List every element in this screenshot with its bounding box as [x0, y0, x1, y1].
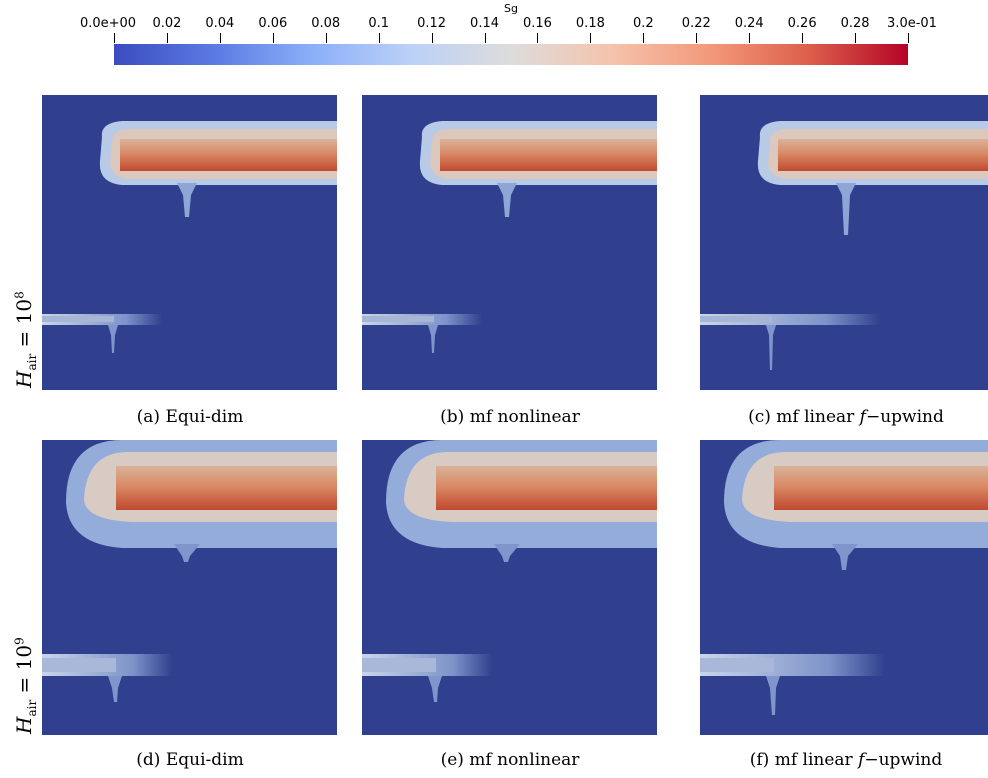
- colorbar-tick-mark: [643, 33, 645, 43]
- panel-a: [42, 95, 337, 390]
- colorbar-tick-label: 0.16: [522, 16, 552, 31]
- lower-plume-core: [362, 658, 436, 672]
- colorbar-tick-label: 0.2: [632, 16, 654, 31]
- lower-plume-core: [42, 658, 116, 672]
- plume-core: [440, 139, 657, 171]
- lower-finger: [766, 325, 776, 370]
- colorbar-tick-label: 0.28: [840, 16, 870, 31]
- plume-core: [120, 139, 337, 171]
- colorbar-tick-mark: [537, 33, 539, 43]
- fracture-finger: [832, 544, 858, 570]
- colorbar-tick-label: 0.08: [311, 16, 341, 31]
- lower-finger: [108, 325, 118, 353]
- colorbar-tick-mark: [696, 33, 698, 43]
- lower-plume-core: [700, 316, 772, 322]
- colorbar-tick-label: 0.1: [368, 16, 389, 31]
- row-label-top: Hair = 108: [12, 291, 39, 388]
- panel-d: [42, 440, 337, 735]
- colorbar-tick-mark: [855, 33, 857, 43]
- plume-core: [778, 139, 988, 171]
- colorbar-tick-mark: [431, 33, 433, 43]
- colorbar-tick-mark: [114, 33, 115, 43]
- caption-f: (f) mf linear f−upwind: [749, 750, 943, 770]
- lower-plume-core: [700, 658, 774, 672]
- colorbar-tick-label: 0.26: [787, 16, 817, 31]
- colorbar-tick-label: 0.24: [734, 16, 764, 31]
- colorbar-tick-mark: [325, 33, 327, 43]
- colorbar-tick-label: 0.06: [258, 16, 288, 31]
- fracture-finger: [836, 183, 856, 235]
- plume-core: [436, 466, 657, 510]
- colorbar-tick-mark: [219, 33, 221, 43]
- colorbar-tick-label: 0.12: [417, 16, 447, 31]
- fracture-finger: [177, 183, 197, 217]
- colorbar: [114, 44, 908, 65]
- plume-core: [774, 466, 988, 510]
- colorbar-tick-label: 0.02: [152, 16, 182, 31]
- colorbar-tick-mark: [908, 33, 909, 43]
- colorbar-tick-mark: [378, 33, 380, 43]
- panel-c: [700, 95, 988, 390]
- lower-plume: [700, 314, 880, 325]
- fracture-finger: [174, 544, 200, 562]
- colorbar-tick-label: 0.14: [470, 16, 500, 31]
- caption-a: (a) Equi-dim: [136, 407, 244, 427]
- lower-finger: [108, 676, 122, 702]
- lower-plume-core: [42, 316, 114, 322]
- lower-finger: [428, 325, 438, 353]
- colorbar-tick-label: 3.0e-01: [887, 16, 937, 31]
- lower-plume-core: [362, 316, 434, 322]
- colorbar-tick-mark: [749, 33, 751, 43]
- fracture-finger: [494, 544, 520, 562]
- colorbar-tick-label: 0.18: [575, 16, 605, 31]
- caption-c: (c) mf linear f−upwind: [748, 407, 944, 427]
- caption-e: (e) mf nonlinear: [440, 750, 580, 770]
- lower-finger: [428, 676, 442, 702]
- caption-d: (d) Equi-dim: [136, 750, 244, 770]
- colorbar-tick-label: 0.22: [681, 16, 711, 31]
- caption-b: (b) mf nonlinear: [440, 407, 580, 427]
- colorbar-tick-mark: [802, 33, 804, 43]
- colorbar-tick-label: 0.0e+00: [79, 16, 137, 31]
- panel-b: [362, 95, 657, 390]
- colorbar-title: Sg: [504, 2, 518, 15]
- colorbar-tick-mark: [484, 33, 486, 43]
- colorbar-tick-mark: [166, 33, 168, 43]
- colorbar-tick-label: 0.04: [205, 16, 235, 31]
- colorbar-tick-mark: [272, 33, 274, 43]
- panel-e: [362, 440, 657, 735]
- row-label-bottom: Hair = 109: [12, 637, 39, 734]
- colorbar-tick-mark: [590, 33, 592, 43]
- fracture-finger: [497, 183, 517, 217]
- plume-core: [116, 466, 337, 510]
- panel-f: [700, 440, 988, 735]
- lower-finger: [766, 676, 780, 715]
